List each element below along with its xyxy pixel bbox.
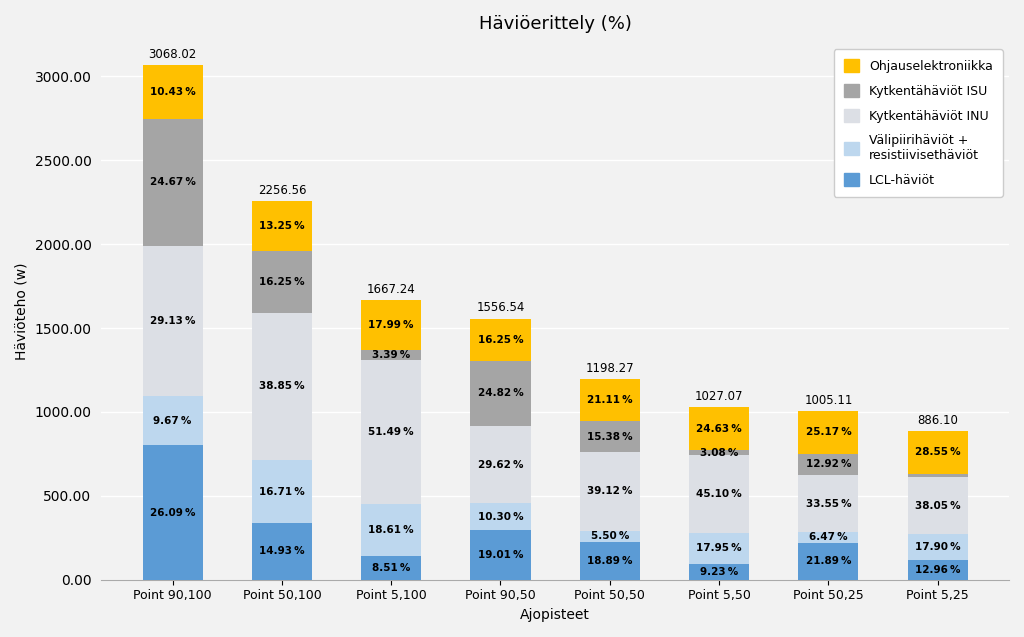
Text: 6.47 %: 6.47 % — [809, 533, 848, 542]
Bar — [470, 503, 530, 530]
Text: 24.67 %: 24.67 % — [150, 177, 196, 187]
Text: 12.96 %: 12.96 % — [914, 565, 961, 575]
Text: 29.13 %: 29.13 % — [150, 316, 196, 326]
Bar — [470, 530, 530, 580]
Text: 8.51 %: 8.51 % — [372, 563, 411, 573]
Legend: Ohjauselektroniikka, Kytkentähäviöt ISU, Kytkentähäviöt INU, Välipiirihäviöt +
r: Ohjauselektroniikka, Kytkentähäviöt ISU,… — [834, 49, 1002, 197]
Text: 29.62 %: 29.62 % — [478, 459, 523, 469]
Text: 1556.54: 1556.54 — [476, 301, 524, 315]
Text: 886.10: 886.10 — [918, 414, 958, 427]
Bar — [142, 118, 203, 246]
Bar — [580, 452, 640, 531]
Bar — [252, 313, 312, 460]
Text: 26.09 %: 26.09 % — [150, 508, 196, 518]
Text: 33.55 %: 33.55 % — [806, 499, 851, 508]
Bar — [470, 318, 530, 361]
Text: 15.38 %: 15.38 % — [587, 432, 633, 441]
Text: 18.61 %: 18.61 % — [369, 525, 414, 535]
Text: 1667.24: 1667.24 — [367, 283, 416, 296]
Text: 1027.07: 1027.07 — [695, 390, 743, 403]
Text: 39.12 %: 39.12 % — [587, 487, 633, 496]
X-axis label: Ajopisteet: Ajopisteet — [520, 608, 590, 622]
Bar — [689, 450, 750, 455]
Bar — [361, 360, 421, 504]
Text: 38.85 %: 38.85 % — [259, 382, 305, 391]
Text: 5.50 %: 5.50 % — [591, 531, 629, 541]
Bar — [799, 454, 858, 475]
Text: 18.89 %: 18.89 % — [587, 555, 633, 566]
Bar — [142, 396, 203, 445]
Text: 24.63 %: 24.63 % — [696, 424, 742, 434]
Bar — [470, 361, 530, 426]
Bar — [799, 543, 858, 580]
Text: 9.67 %: 9.67 % — [154, 415, 191, 426]
Text: 16.25 %: 16.25 % — [259, 277, 305, 287]
Text: 38.05 %: 38.05 % — [914, 501, 961, 511]
Text: 19.01 %: 19.01 % — [478, 550, 523, 560]
Bar — [689, 408, 750, 450]
Text: 12.92 %: 12.92 % — [806, 459, 851, 469]
Bar — [799, 532, 858, 543]
Text: 16.71 %: 16.71 % — [259, 487, 305, 497]
Text: 1198.27: 1198.27 — [586, 362, 634, 375]
Bar — [907, 431, 968, 473]
Bar — [142, 246, 203, 396]
Bar — [907, 534, 968, 561]
Bar — [799, 411, 858, 454]
Bar — [907, 561, 968, 580]
Bar — [580, 531, 640, 541]
Bar — [580, 421, 640, 452]
Bar — [252, 523, 312, 580]
Text: 3.08 %: 3.08 % — [699, 448, 738, 457]
Text: 21.89 %: 21.89 % — [806, 556, 851, 566]
Bar — [252, 252, 312, 313]
Title: Häviöerittely (%): Häviöerittely (%) — [478, 15, 632, 33]
Text: 13.25 %: 13.25 % — [259, 221, 305, 231]
Bar — [252, 201, 312, 252]
Text: 1005.11: 1005.11 — [804, 394, 853, 407]
Bar — [689, 564, 750, 580]
Text: 10.43 %: 10.43 % — [150, 87, 196, 97]
Text: 51.49 %: 51.49 % — [369, 427, 414, 437]
Bar — [470, 426, 530, 503]
Text: 45.10 %: 45.10 % — [696, 489, 742, 499]
Text: 25.17 %: 25.17 % — [806, 427, 851, 438]
Bar — [580, 379, 640, 421]
Bar — [907, 473, 968, 477]
Bar — [580, 541, 640, 580]
Text: 3068.02: 3068.02 — [148, 48, 197, 61]
Bar — [252, 460, 312, 523]
Bar — [907, 477, 968, 534]
Text: 17.99 %: 17.99 % — [369, 320, 414, 330]
Text: 28.55 %: 28.55 % — [914, 447, 961, 457]
Y-axis label: Häviöteho (w): Häviöteho (w) — [15, 262, 29, 360]
Bar — [361, 504, 421, 556]
Text: 17.95 %: 17.95 % — [696, 543, 742, 554]
Bar — [799, 475, 858, 532]
Text: 24.82 %: 24.82 % — [477, 389, 523, 398]
Bar — [361, 300, 421, 350]
Text: 16.25 %: 16.25 % — [477, 335, 523, 345]
Text: 14.93 %: 14.93 % — [259, 547, 305, 557]
Text: 10.30 %: 10.30 % — [477, 512, 523, 522]
Bar — [689, 455, 750, 533]
Text: 9.23 %: 9.23 % — [700, 567, 738, 576]
Bar — [361, 556, 421, 580]
Bar — [142, 445, 203, 580]
Bar — [142, 65, 203, 118]
Text: 3.39 %: 3.39 % — [372, 350, 411, 360]
Text: 21.11 %: 21.11 % — [587, 395, 633, 405]
Bar — [361, 350, 421, 360]
Text: 2256.56: 2256.56 — [258, 184, 306, 197]
Text: 17.90 %: 17.90 % — [914, 542, 961, 552]
Bar — [689, 533, 750, 564]
